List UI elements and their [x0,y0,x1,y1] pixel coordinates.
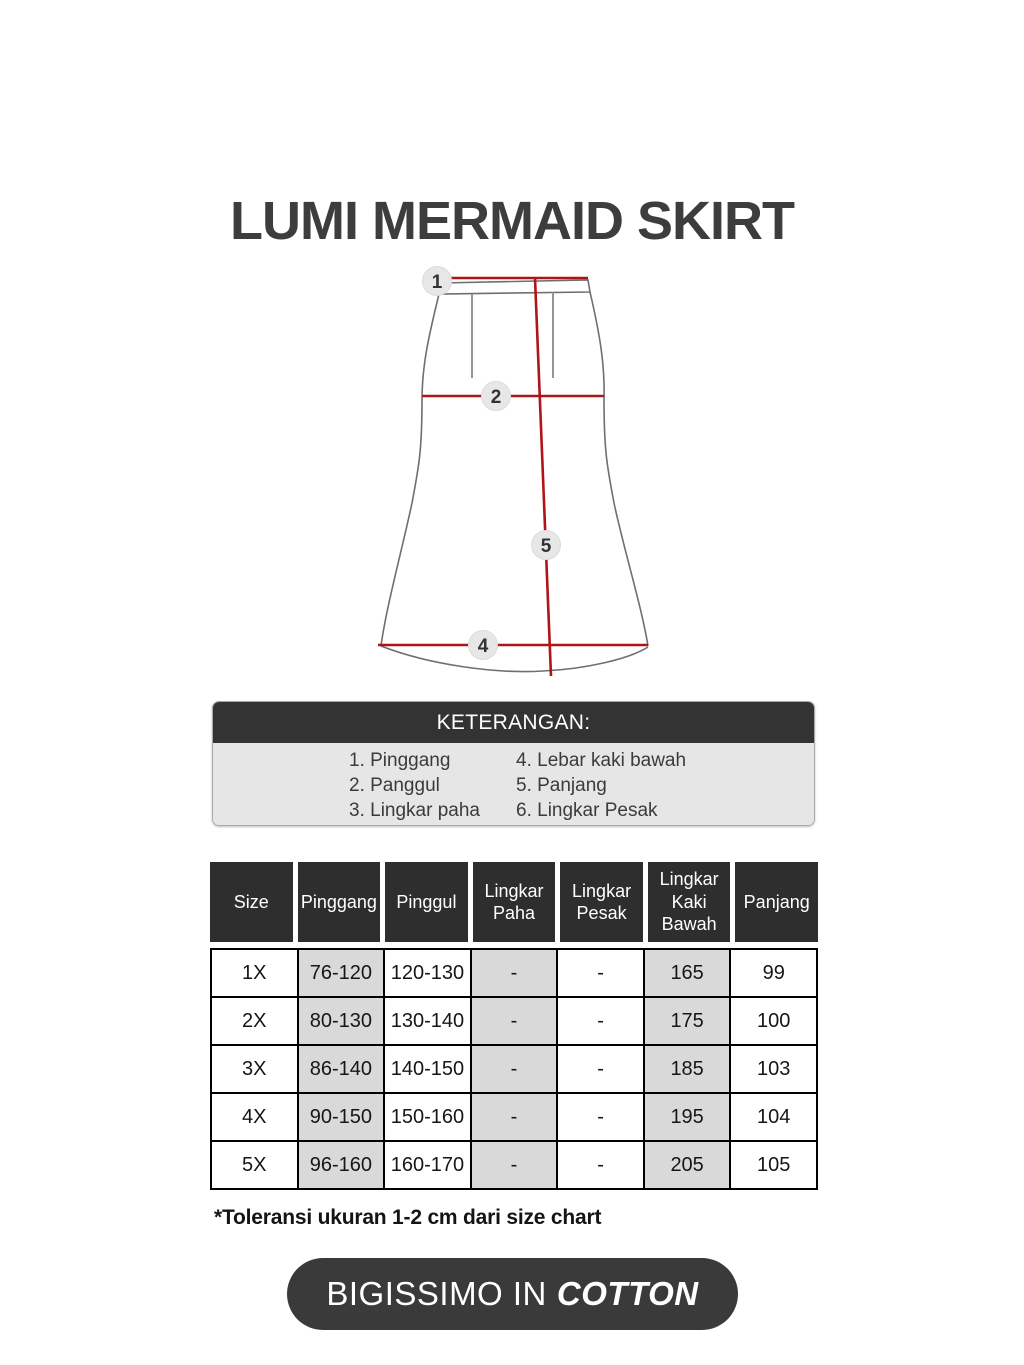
table-cell: 105 [731,1142,816,1188]
legend-item: 3. Lingkar paha [349,799,480,821]
hem-curve-line [380,645,649,673]
table-cell: - [471,1142,557,1188]
measurement-badge-5: 5 [531,530,561,560]
legend-item: 6. Lingkar Pesak [516,799,658,821]
table-cell: 86-140 [298,1046,384,1092]
left-seam-line [380,293,440,647]
skirt-measurement-drawing: 1 2 5 4 [378,266,649,677]
table-cell: - [471,950,557,996]
table-header-cell: Size [210,862,293,942]
size-table-header: Size Pinggang Pinggul Lingkar Paha Lingkar P… [210,862,818,942]
legend-item: 1. Pinggang [349,749,451,771]
table-cell: - [471,1046,557,1092]
table-header-cell: Pinggang [297,862,381,942]
badge-circle [481,381,511,411]
legend-item: 2. Panggul [349,774,440,796]
table-cell: 3X [212,1046,297,1092]
table-cell: 140-150 [385,1046,470,1092]
table-cell: 160-170 [385,1142,470,1188]
table-cell: - [558,1142,643,1188]
table-cell: 175 [644,998,730,1044]
badge-number: 1 [432,272,443,293]
tolerance-note: *Toleransi ukuran 1-2 cm dari size chart [214,1206,602,1229]
table-cell: - [558,1046,643,1092]
table-header-cell: Lingkar Kaki Bawah [647,862,731,942]
table-cell: - [471,1094,557,1140]
table-cell: 100 [731,998,816,1044]
measurement-badge-2: 2 [481,381,511,411]
table-cell: 103 [731,1046,816,1092]
size-table: Size Pinggang Pinggul Lingkar Paha Lingkar P… [210,862,818,1190]
badge-number: 5 [541,536,552,557]
legend-title: KETERANGAN: [213,702,814,743]
table-cell: - [558,1094,643,1140]
table-header-cell: Lingkar Pesak [560,862,643,942]
legend-box: KETERANGAN: 1. Pinggang 2. Panggul 3. Li… [212,701,815,826]
table-cell: 205 [644,1142,730,1188]
table-cell: 96-160 [298,1142,384,1188]
table-header-cell: Panjang [735,862,818,942]
badge-number: 2 [491,387,502,408]
table-cell: 90-150 [298,1094,384,1140]
legend-column-left: 1. Pinggang 2. Panggul 3. Lingkar paha [349,749,480,822]
table-cell: 5X [212,1142,297,1188]
table-cell: 120-130 [385,950,470,996]
table-cell: 130-140 [385,998,470,1044]
table-cell: 165 [644,950,730,996]
table-cell: - [471,998,557,1044]
legend-item: 5. Panjang [516,774,607,796]
table-cell: 104 [731,1094,816,1140]
table-cell: 185 [644,1046,730,1092]
table-cell: 4X [212,1094,297,1140]
legend-body: 1. Pinggang 2. Panggul 3. Lingkar paha 4… [213,743,814,825]
page-title: LUMI MERMAID SKIRT [230,191,795,251]
table-cell: - [558,998,643,1044]
badge-circle [531,530,561,560]
brand-badge-prefix: BIGISSIMO IN [326,1275,547,1312]
table-cell: 76-120 [298,950,384,996]
table-cell: 2X [212,998,297,1044]
badge-circle [422,266,452,296]
measurement-badge-1: 1 [422,266,452,296]
table-header-cell: Pinggul [385,862,468,942]
table-cell: 1X [212,950,297,996]
legend-column-right: 4. Lebar kaki bawah 5. Panjang 6. Lingka… [516,749,686,822]
length-measure-line [533,277,553,677]
table-cell: 99 [731,950,816,996]
size-table-body: 1X 76-120 120-130- -165 99 2X 80-130 130-140- -1… [210,948,818,1190]
badge-number: 4 [478,636,489,657]
badge-circle [468,630,498,660]
legend-item: 4. Lebar kaki bawah [516,749,687,771]
table-cell: - [558,950,643,996]
brand-badge-emphasis: COTTON [556,1275,699,1312]
brand-badge: BIGISSIMO IN COTTON [287,1258,738,1330]
table-cell: 195 [644,1094,730,1140]
right-seam-line [589,291,649,647]
table-header-cell: Lingkar Paha [472,862,556,942]
measurement-badge-4: 4 [468,630,498,660]
skirt-diagram: 1 2 5 4 [355,255,675,687]
table-cell: 150-160 [385,1094,470,1140]
table-cell: 80-130 [298,998,384,1044]
waistband-shape [438,279,591,295]
